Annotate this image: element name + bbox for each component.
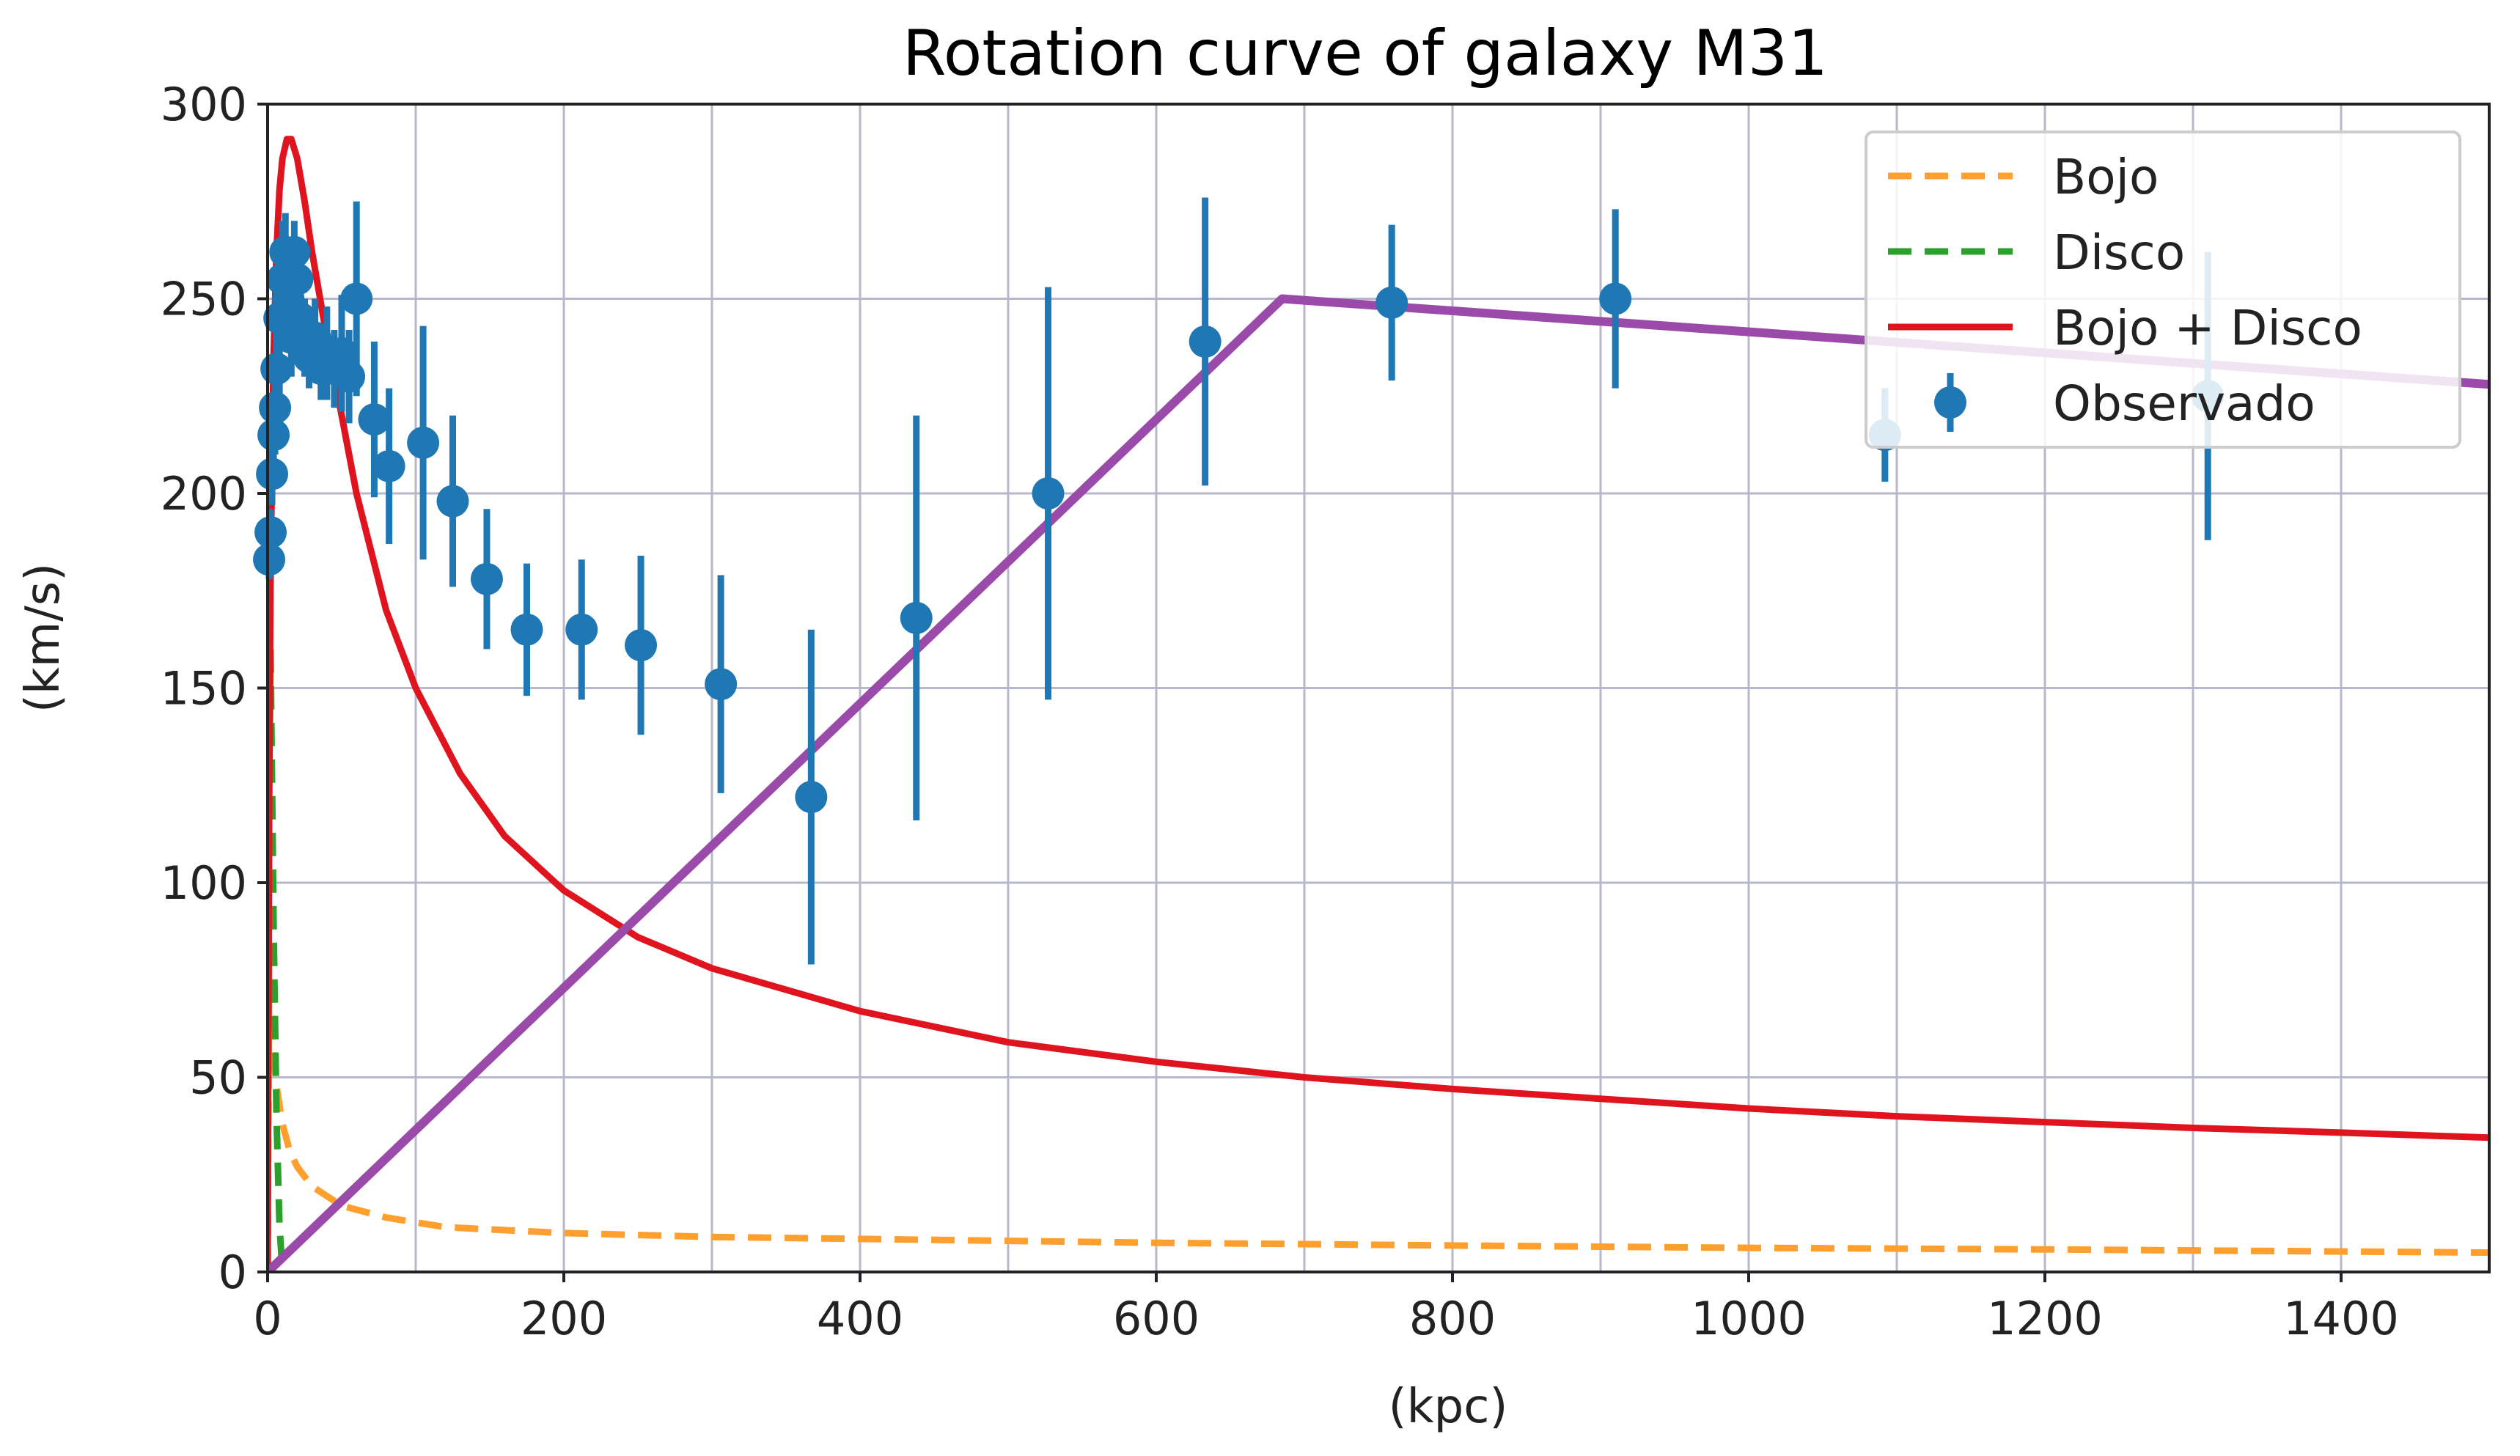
data-marker xyxy=(436,485,469,518)
data-marker xyxy=(625,629,658,662)
y-tick-label: 0 xyxy=(218,1246,247,1299)
data-marker xyxy=(1599,282,1632,315)
data-marker xyxy=(372,449,405,482)
y-tick-label: 50 xyxy=(189,1051,247,1105)
y-tick-label: 150 xyxy=(161,662,247,716)
observed-point xyxy=(795,629,828,965)
observed-point xyxy=(1032,287,1065,700)
observed-point xyxy=(340,201,373,397)
legend-box xyxy=(1865,130,2461,449)
data-marker xyxy=(1375,286,1408,319)
y-tick-label: 100 xyxy=(161,856,247,910)
observed-point xyxy=(1599,209,1632,389)
chart-title: Rotation curve of galaxy M31 xyxy=(903,17,1828,90)
plot-area xyxy=(253,136,2489,1272)
observed-point xyxy=(565,559,598,700)
y-axis-ticks: 0 50 100 150 200 250 300 xyxy=(161,78,268,1299)
data-marker xyxy=(705,668,738,701)
observed-point xyxy=(1189,197,1222,486)
data-marker xyxy=(1189,325,1222,358)
y-tick-label: 200 xyxy=(161,467,247,521)
x-tick-label: 0 xyxy=(253,1292,282,1345)
observed-point xyxy=(705,575,738,793)
observed-point xyxy=(436,415,469,587)
x-axis-ticks: 0 200 400 600 800 1000 1200 1400 xyxy=(253,1272,2399,1345)
legend-entry: Observado xyxy=(1934,373,2315,432)
data-marker xyxy=(340,282,373,315)
observed-point xyxy=(254,509,287,556)
data-marker xyxy=(333,360,366,393)
observed-points xyxy=(253,197,2225,965)
data-marker xyxy=(565,613,598,646)
data-marker xyxy=(510,613,543,646)
legend-label: Disco xyxy=(2053,224,2185,281)
x-tick-label: 1200 xyxy=(1987,1292,2103,1345)
legend-label: Bojo + Disco xyxy=(2053,300,2362,356)
observed-point xyxy=(900,415,933,821)
observed-point xyxy=(372,388,405,545)
data-marker xyxy=(281,262,314,295)
data-marker xyxy=(470,562,503,595)
x-axis-label: (kpc) xyxy=(1389,1380,1508,1434)
x-tick-label: 200 xyxy=(521,1292,607,1345)
y-tick-label: 250 xyxy=(161,273,247,326)
x-tick-label: 400 xyxy=(817,1292,903,1345)
legend-label: Bojo xyxy=(2053,149,2159,205)
x-tick-label: 1400 xyxy=(2283,1292,2399,1345)
x-tick-label: 600 xyxy=(1113,1292,1200,1345)
observed-point xyxy=(625,555,658,735)
legend-label: Observado xyxy=(2053,375,2315,432)
data-marker xyxy=(253,543,286,576)
observed-point xyxy=(470,509,503,650)
observed-point xyxy=(1375,224,1408,381)
series-line-bojo-disco xyxy=(268,136,2489,1272)
y-tick-label: 300 xyxy=(161,78,247,131)
legend-entry: Disco xyxy=(1888,224,2185,281)
data-marker xyxy=(1032,477,1065,510)
y-axis-label: (km/s) xyxy=(16,563,70,713)
legend-marker xyxy=(1934,386,1966,419)
data-marker xyxy=(795,781,828,814)
data-marker xyxy=(254,516,287,549)
x-tick-label: 800 xyxy=(1409,1292,1496,1345)
legend-entry: Bojo xyxy=(1888,149,2159,205)
x-tick-label: 1000 xyxy=(1691,1292,1807,1345)
data-marker xyxy=(900,601,933,634)
observed-point xyxy=(407,326,440,560)
legend-entry: Bojo + Disco xyxy=(1888,300,2362,356)
observed-point xyxy=(510,563,543,696)
data-marker xyxy=(358,403,391,436)
legend: Bojo Disco Bojo + Disco Observado xyxy=(1865,130,2461,449)
data-marker xyxy=(407,426,440,459)
